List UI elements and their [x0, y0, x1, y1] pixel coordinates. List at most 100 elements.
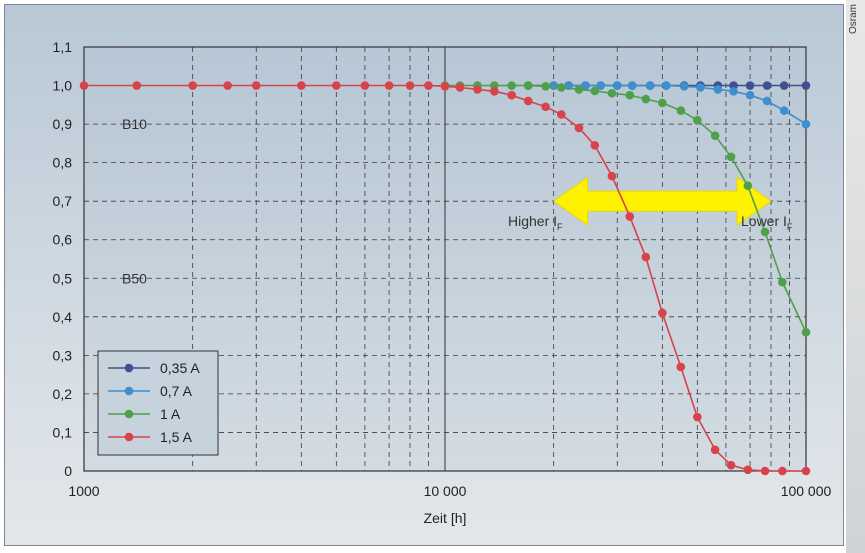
data-point [801, 119, 811, 129]
data-point [693, 115, 702, 125]
legend-marker [124, 363, 134, 373]
reference-labels: B10 B50 [122, 116, 147, 286]
legend-marker [124, 432, 134, 442]
data-point [596, 81, 606, 90]
data-point [658, 308, 667, 318]
annotation-label: Lower IF [741, 213, 793, 232]
data-point [405, 81, 415, 90]
data-point [297, 81, 306, 90]
data-point [507, 90, 516, 100]
data-point [360, 81, 370, 90]
y-tick-label: 0,4 [53, 309, 73, 325]
current-arrow [552, 176, 772, 227]
data-point [574, 85, 584, 94]
data-point [745, 81, 755, 90]
data-point [523, 81, 533, 90]
data-point [625, 212, 635, 221]
data-point [779, 81, 789, 90]
y-tick-label: 0,1 [53, 424, 73, 440]
x-axis-label: Zeit [h] [424, 510, 467, 526]
y-tick-label: 0,8 [53, 155, 73, 171]
data-point [726, 460, 736, 470]
y-tick-label: 1,0 [53, 78, 73, 94]
data-point [801, 327, 811, 337]
data-point [549, 81, 558, 90]
data-point [729, 87, 738, 96]
annotation-subscript: F [787, 222, 793, 232]
side-credit: Osram [848, 4, 859, 34]
data-point [743, 181, 753, 191]
data-point [801, 466, 811, 476]
data-point [188, 81, 197, 90]
data-point [778, 466, 787, 476]
legend-box [97, 350, 219, 456]
series-group [549, 81, 811, 129]
data-point [440, 82, 450, 91]
data-point [710, 131, 720, 140]
side-strip [846, 0, 865, 553]
data-point [557, 83, 566, 92]
legend-label: 1,5 A [160, 429, 193, 445]
y-tick-label: 0,9 [53, 116, 73, 132]
reference-label: B50 [122, 270, 147, 286]
data-point [801, 81, 811, 90]
data-point [455, 83, 465, 92]
data-point [745, 90, 755, 100]
legend-label: 0,35 A [160, 360, 200, 376]
y-tick-label: 0,2 [53, 386, 73, 402]
y-tick-label: 0,6 [53, 232, 73, 248]
data-point [590, 86, 600, 96]
data-point [778, 277, 787, 287]
data-point [726, 152, 736, 162]
series [79, 81, 811, 476]
double-arrow [552, 176, 772, 227]
data-point [384, 81, 394, 90]
data-point [760, 227, 770, 237]
reliability-chart: B10 B50 0 0,1 0,2 0,3 0,4 0,5 0,6 0,7 0,8 0,9 1,0 1,… [53, 39, 832, 526]
data-point [581, 81, 590, 90]
data-point [676, 106, 686, 115]
legend: 0,35 A 0,7 A 1 A 1,5 A [97, 350, 219, 456]
data-point [676, 362, 686, 372]
data-point [607, 88, 617, 98]
x-tick-label: 100 000 [781, 483, 832, 499]
data-point [658, 98, 667, 108]
legend-marker [124, 409, 134, 419]
data-point [332, 81, 341, 90]
data-point [507, 81, 516, 90]
data-point [574, 123, 584, 133]
data-point [223, 81, 232, 90]
legend-label: 1 A [160, 406, 181, 422]
series-line [445, 84, 807, 333]
data-point [79, 81, 89, 90]
x-tick-label: 10 000 [424, 483, 467, 499]
data-point [590, 140, 600, 150]
data-point [693, 412, 702, 422]
data-point [251, 81, 261, 90]
data-point [541, 102, 550, 112]
reference-label: B10 [122, 116, 147, 132]
data-point [541, 82, 550, 91]
data-point [679, 82, 689, 91]
plot-border [83, 46, 807, 472]
data-point [696, 83, 705, 92]
legend-label: 0,7 A [160, 383, 193, 399]
data-point [713, 85, 723, 94]
data-point [743, 465, 753, 475]
data-point [523, 96, 533, 106]
series-line [553, 84, 807, 125]
data-point [710, 445, 720, 455]
y-tick-label: 0 [64, 463, 72, 479]
data-point [132, 81, 142, 90]
data-point [641, 94, 651, 104]
annotations: Higher IF Lower IF [508, 213, 793, 232]
y-tick-label: 0,5 [53, 270, 73, 286]
data-point [627, 81, 637, 90]
data-point [473, 85, 482, 94]
data-point [424, 81, 433, 90]
data-point [557, 110, 566, 119]
data-point [612, 81, 622, 90]
data-point [762, 96, 772, 106]
y-tick-label: 1,1 [53, 39, 73, 55]
data-point [645, 81, 655, 90]
